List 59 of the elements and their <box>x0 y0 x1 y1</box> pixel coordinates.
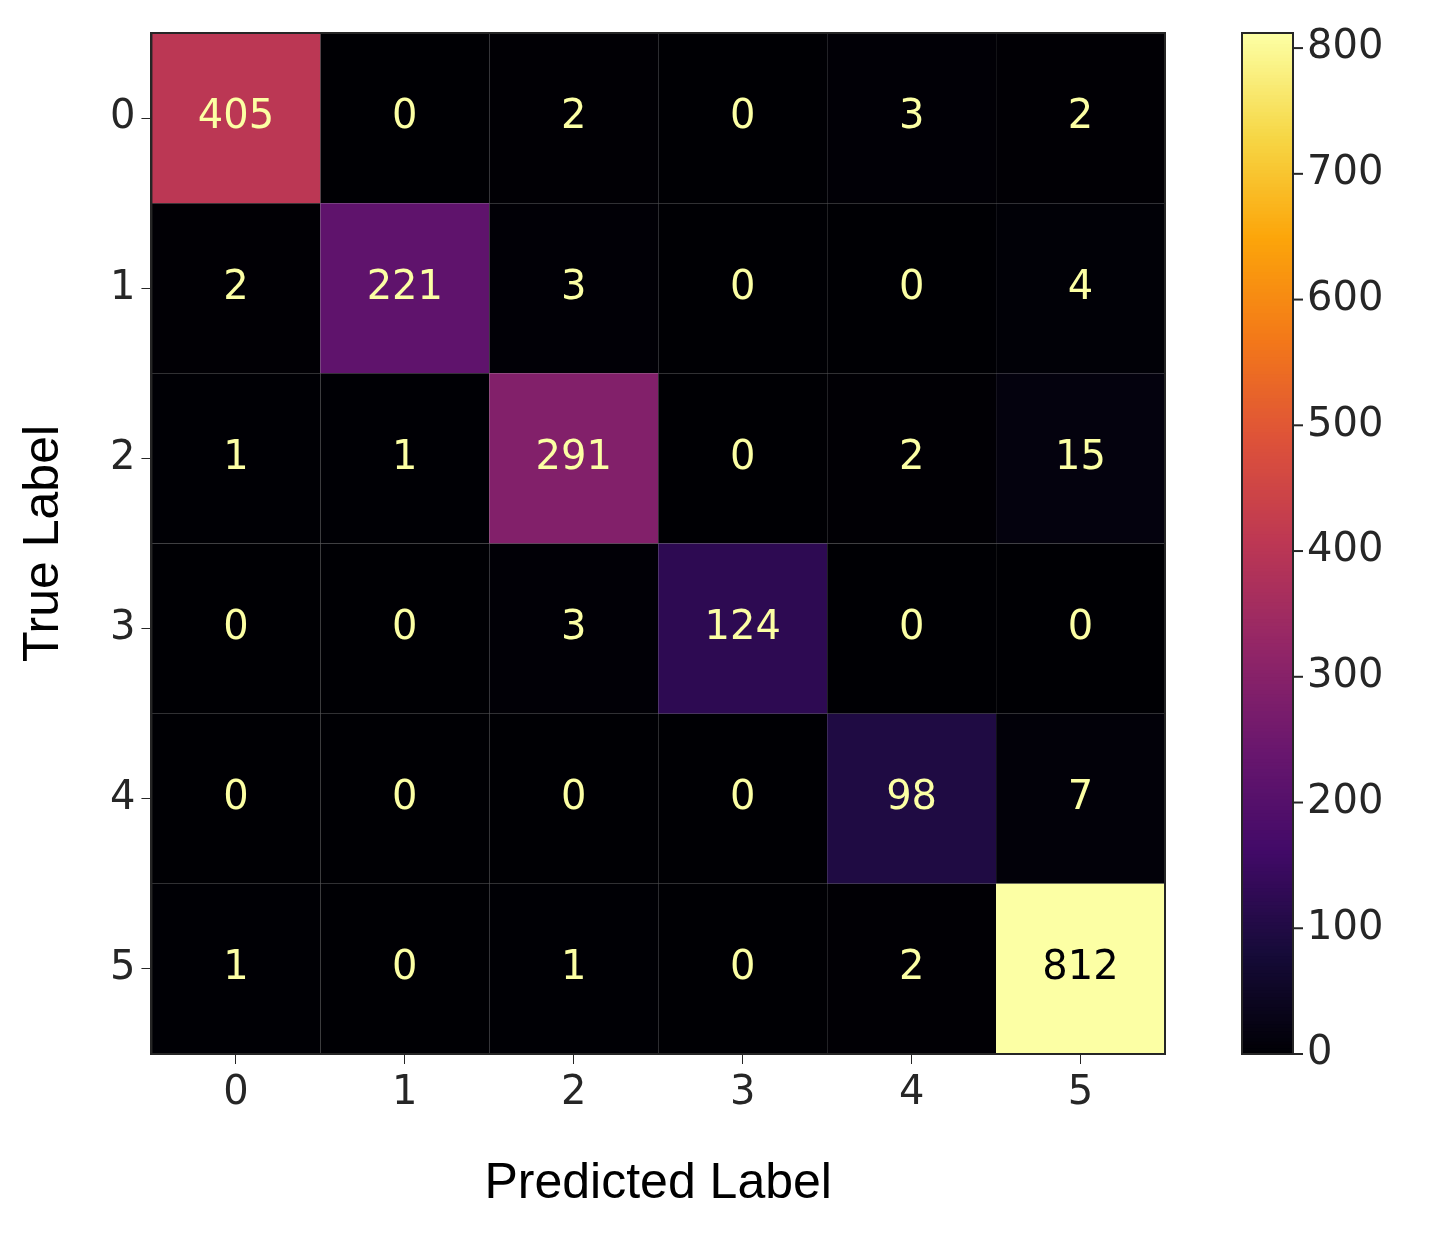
data-label: 2 <box>1067 91 1094 138</box>
data-label: 0 <box>729 91 756 138</box>
color-bar-label: 0 <box>1307 1027 1333 1074</box>
data-label: 0 <box>898 601 925 648</box>
color-bar-label: 100 <box>1307 901 1384 948</box>
data-label: 405 <box>197 91 275 138</box>
data-label: 2 <box>561 91 587 138</box>
y-tick-label: 4 <box>110 772 136 819</box>
x-tick-label: 1 <box>392 1067 418 1114</box>
data-label: 0 <box>561 772 587 819</box>
data-label: 0 <box>898 261 925 308</box>
y-tick-label: 2 <box>110 431 136 478</box>
data-label: 0 <box>223 601 249 648</box>
data-label: 1 <box>223 942 249 989</box>
data-label: 4 <box>1067 261 1094 308</box>
data-label: 0 <box>392 91 418 138</box>
data-label: 0 <box>392 772 418 819</box>
data-label: 1 <box>561 942 587 989</box>
data-label: 3 <box>561 601 587 648</box>
data-label: 0 <box>1067 601 1094 648</box>
data-label: 0 <box>729 261 756 308</box>
data-label: 0 <box>392 942 418 989</box>
data-label: 2 <box>898 431 925 478</box>
data-label: 2 <box>898 942 925 989</box>
data-label: 291 <box>535 431 612 478</box>
y-tick-label: 3 <box>110 601 136 648</box>
x-tick-label: 2 <box>561 1067 587 1114</box>
color-bar-label: 200 <box>1307 775 1384 822</box>
color-bar-label: 700 <box>1307 147 1384 194</box>
data-label: 0 <box>729 772 756 819</box>
y-axis-title: True Label <box>12 424 69 663</box>
y-tick-label: 0 <box>110 91 136 138</box>
x-tick-label: 3 <box>729 1067 756 1114</box>
data-label: 3 <box>898 91 925 138</box>
data-label: 2 <box>223 261 249 308</box>
data-label: 3 <box>561 261 587 308</box>
data-label: 15 <box>1055 431 1106 478</box>
y-tick-label: 1 <box>110 261 136 308</box>
x-tick-label: 4 <box>898 1067 925 1114</box>
y-tick-label: 5 <box>110 942 136 989</box>
color-bar-label: 400 <box>1307 524 1384 571</box>
data-label: 98 <box>886 772 938 819</box>
data-label: 1 <box>223 431 249 478</box>
data-label: 0 <box>392 601 418 648</box>
x-tick-label: 5 <box>1067 1067 1094 1114</box>
data-label: 812 <box>1042 942 1119 989</box>
color-bar-label: 300 <box>1307 650 1384 697</box>
x-tick-label: 0 <box>223 1067 249 1114</box>
color-bar-label: 500 <box>1307 398 1384 445</box>
data-label: 124 <box>704 601 781 648</box>
x-axis-title: Predicted Label <box>484 1152 832 1209</box>
data-label: 1 <box>392 431 418 478</box>
data-label: 0 <box>729 431 756 478</box>
data-label: 221 <box>366 261 444 308</box>
data-label: 7 <box>1067 772 1094 819</box>
data-label: 0 <box>729 942 756 989</box>
color-bar-label: 800 <box>1307 21 1384 68</box>
data-label: 0 <box>223 772 249 819</box>
color-bar-label: 600 <box>1307 272 1384 319</box>
